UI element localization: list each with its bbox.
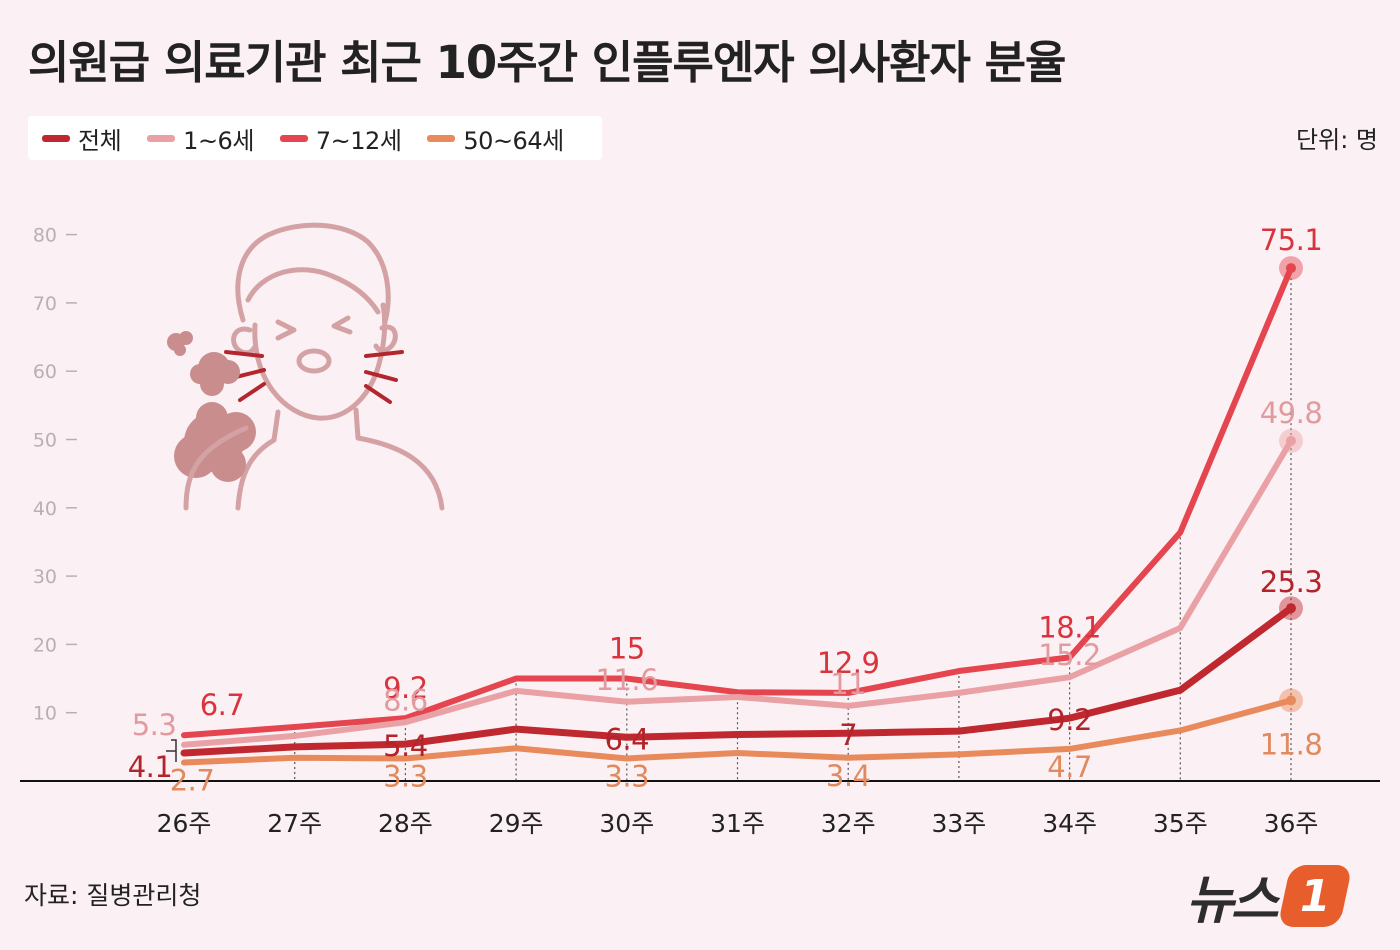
- legend-label-50-64: 50~64세: [463, 126, 564, 155]
- series-end-point: [1286, 695, 1296, 706]
- data-label: 5.3: [132, 708, 177, 742]
- legend-swatch-1-6: [147, 134, 176, 142]
- x-tick-label: 28주: [378, 809, 433, 838]
- legend-swatch-50-64: [427, 134, 456, 142]
- x-tick-label: 29주: [489, 809, 544, 838]
- data-label: 9.2: [1047, 703, 1092, 737]
- logo-badge: 1: [1277, 864, 1353, 927]
- sneeze-arm: [183, 425, 249, 511]
- series-line: [181, 697, 1294, 766]
- data-label: 4.7: [1047, 750, 1092, 784]
- data-label: 11.8: [1260, 727, 1323, 761]
- legend-label-total: 전체: [78, 126, 122, 155]
- legend-swatch-7-12: [279, 134, 308, 142]
- legend-item-50-64: 50~64세: [427, 121, 564, 156]
- series-line: [181, 265, 1294, 739]
- x-tick-label: 26주: [157, 809, 212, 838]
- data-label: 5.4: [383, 729, 428, 763]
- x-tick-label: 27주: [267, 809, 322, 838]
- x-tick-label: 31주: [710, 809, 765, 838]
- data-label: 75.1: [1260, 223, 1323, 257]
- series-end-point: [1286, 435, 1296, 446]
- logo-text: 뉴스: [1186, 871, 1279, 931]
- data-label: 4.1: [128, 750, 173, 784]
- first-point-bracket: [166, 739, 177, 762]
- series-line: [180, 604, 1295, 757]
- data-label: 2.7: [170, 764, 215, 798]
- data-label: 18.1: [1038, 610, 1101, 644]
- sneezing-person-icon: [231, 222, 445, 511]
- x-tick-label: 35주: [1153, 809, 1208, 838]
- y-tick-label: 40: [33, 498, 57, 520]
- news1-logo: 뉴스 1: [1186, 858, 1353, 933]
- data-label: 7: [839, 718, 857, 752]
- series-line: [181, 437, 1294, 748]
- y-tick-label: 80: [33, 225, 57, 247]
- series-layer: [180, 256, 1303, 766]
- data-label: 25.3: [1260, 565, 1323, 599]
- label-layer: 6.7 9.2 15 12.9 18.1 75.1 5.3 8.6 11.6 11 15.2 49.8…: [128, 223, 1323, 797]
- data-label: 11.6: [596, 663, 659, 697]
- y-tick-label: 10: [33, 703, 57, 725]
- y-tick-label: 50: [33, 430, 57, 452]
- source-note: 자료: 질병관리청: [24, 881, 202, 910]
- series-end-point: [1286, 263, 1296, 274]
- axis-layer: 10 20 30 40 50 60 70 80 26주 27주 28주 29주 30주 31주 32주 33주…: [20, 225, 1380, 838]
- y-tick-label: 70: [33, 293, 57, 315]
- x-tick-label: 33주: [931, 809, 986, 838]
- legend-label-7-12: 7~12세: [315, 126, 402, 155]
- unit-label: 단위: 명: [1296, 126, 1378, 154]
- logo-badge-number: 1: [1299, 870, 1330, 921]
- data-label: 49.8: [1260, 396, 1323, 430]
- x-tick-label: 32주: [821, 809, 876, 838]
- data-label: 15.2: [1038, 638, 1101, 672]
- sneeze-lines: [224, 350, 404, 404]
- data-label: 12.9: [817, 646, 880, 680]
- legend-item-total: 전체: [42, 121, 122, 156]
- legend-item-7-12: 7~12세: [279, 121, 402, 156]
- y-tick-label: 30: [33, 566, 57, 588]
- x-tick-label: 30주: [599, 809, 654, 838]
- x-tick-label: 34주: [1042, 809, 1097, 838]
- legend: 전체 1~6세 7~12세 50~64세: [28, 116, 602, 160]
- legend-swatch-total: [42, 134, 70, 142]
- x-tick-label: 36주: [1264, 809, 1319, 838]
- y-tick-label: 20: [33, 634, 57, 656]
- series-end-point: [1286, 603, 1296, 614]
- data-label: 11: [830, 667, 866, 701]
- chart-title: 의원급 의료기관 최근 10주간 인플루엔자 의사환자 분율: [28, 36, 1066, 89]
- data-label: 6.4: [604, 722, 649, 756]
- legend-item-1-6: 1~6세: [147, 121, 254, 156]
- data-label: 3.3: [383, 759, 428, 793]
- legend-label-1-6: 1~6세: [183, 126, 254, 155]
- y-tick-label: 60: [33, 361, 57, 383]
- data-label: 3.3: [604, 759, 649, 793]
- data-label: 3.4: [826, 759, 871, 793]
- data-label: 15: [609, 632, 645, 666]
- data-label: 6.7: [200, 688, 245, 722]
- data-label: 8.6: [383, 683, 428, 717]
- data-label: 9.2: [383, 671, 428, 705]
